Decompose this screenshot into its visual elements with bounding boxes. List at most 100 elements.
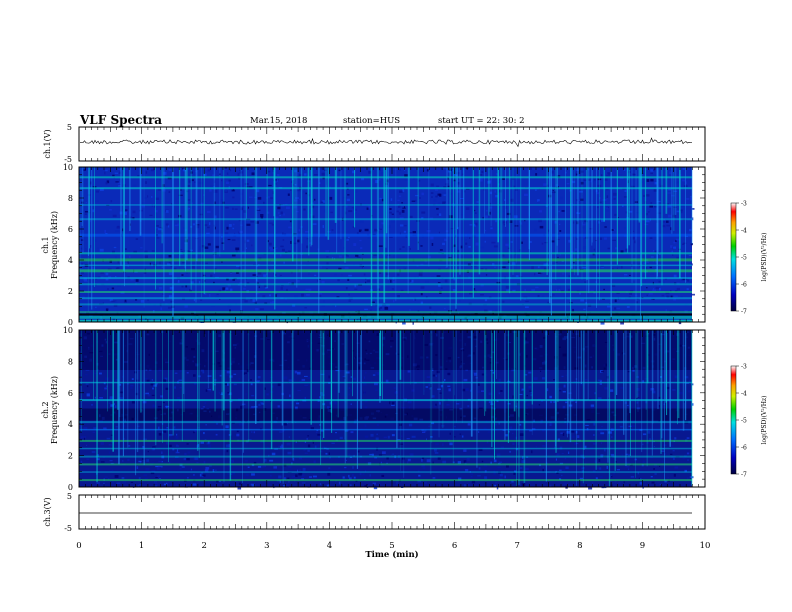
spectrogram-cell: [616, 469, 620, 471]
spectrogram-cell: [373, 486, 378, 490]
spectrogram-cell: [538, 219, 542, 223]
spectrogram-cell: [465, 207, 470, 210]
spectrogram-cell: [524, 193, 528, 196]
spectrogram-cell: [610, 484, 613, 488]
spectrogram-burst: [449, 167, 451, 220]
spectrogram-cell: [230, 473, 233, 475]
spectrogram-cell: [115, 426, 118, 428]
spectrogram-cell: [491, 378, 495, 382]
spectrogram-cell: [325, 452, 328, 455]
spectrogram-cell: [237, 172, 240, 176]
spectrogram-cell: [587, 484, 589, 486]
spectrogram-cell: [303, 449, 306, 451]
spectrogram-cell: [480, 294, 484, 296]
spectrogram-cell: [432, 477, 436, 479]
spectrogram-cell: [213, 185, 215, 188]
spectrogram-cell: [136, 379, 139, 382]
spectrogram-cell: [363, 382, 367, 386]
spectrogram-cell: [540, 370, 542, 372]
spectrogram-cell: [286, 422, 288, 424]
spectrogram-cell: [270, 216, 272, 219]
spectrogram-cell: [650, 388, 654, 391]
spectrogram-cell: [588, 486, 593, 490]
spectrogram-cell: [393, 255, 397, 258]
spectrogram-cell: [531, 289, 535, 291]
spectrogram-cell: [430, 217, 434, 220]
spectrogram-burst: [255, 330, 257, 424]
spectrogram-burst: [107, 330, 108, 412]
spectrogram-cell: [203, 460, 206, 464]
spectrogram-burst: [570, 167, 572, 321]
spectrogram-cell: [307, 435, 309, 437]
spectrogram-cell: [531, 450, 533, 454]
spectrogram-cell: [513, 185, 516, 188]
spectrogram-cell: [86, 458, 90, 460]
spectrogram-cell: [81, 201, 84, 204]
spectrogram-cell: [260, 216, 264, 219]
spectrogram-cell: [267, 240, 269, 243]
spectrogram-cell: [660, 267, 664, 270]
spectrogram-cell: [109, 260, 112, 263]
spectrogram-cell: [144, 255, 148, 258]
spectrogram-cell: [542, 466, 544, 469]
spectrogram-cell: [619, 425, 623, 428]
spectrogram-cell: [194, 238, 199, 240]
spectrogram-cell: [168, 295, 173, 299]
spectrogram-cell: [617, 217, 619, 219]
spectrogram-cell: [477, 475, 481, 477]
spectrogram-cell: [204, 280, 206, 282]
spectrogram-cell: [564, 457, 567, 460]
spectrogram-cell: [143, 429, 145, 432]
spectrogram-cell: [337, 456, 341, 458]
spectrogram-cell: [387, 435, 390, 439]
spectrogram-cell: [306, 438, 308, 440]
spectrogram-cell: [331, 229, 334, 231]
spectrogram-cell: [497, 466, 501, 468]
spectrogram-cell: [373, 253, 377, 257]
spectrogram-cell: [367, 235, 372, 239]
spectrogram-burst: [631, 167, 633, 283]
spectrogram-cell: [562, 272, 564, 275]
spectrogram-band: [79, 264, 692, 267]
spectrogram-cell: [687, 477, 689, 480]
spectrogram-burst: [140, 330, 142, 413]
spectrogram-cell: [659, 388, 662, 391]
spectrogram-cell: [218, 392, 220, 394]
spectrogram-cell: [428, 383, 433, 387]
spectrogram-cell: [498, 461, 502, 463]
spectrogram-burst: [635, 330, 636, 478]
spectrogram-cell: [106, 437, 110, 440]
spectrogram-cell: [524, 374, 528, 376]
spectrogram-cell: [205, 242, 208, 244]
spectrogram-burst: [497, 167, 499, 243]
spectrogram-cell: [646, 266, 648, 270]
spectrogram-cell: [227, 392, 230, 394]
spectrogram-cell: [375, 437, 379, 440]
spectrogram-cell: [264, 201, 268, 204]
spectrogram-cell: [221, 242, 225, 244]
spectrogram-cell: [537, 201, 541, 203]
spectrogram-cell: [213, 224, 215, 227]
spectrogram-cell: [108, 451, 110, 454]
spectrogram-cell: [560, 196, 563, 200]
spectrogram-cell: [374, 457, 378, 459]
spectrogram-burst: [168, 330, 169, 463]
spectrogram-burst: [652, 330, 654, 424]
spectrogram-cell: [448, 215, 453, 219]
spectrogram-burst: [383, 167, 386, 303]
spectrogram-cell: [628, 425, 632, 427]
spectrogram-cell: [562, 391, 566, 393]
spectrogram-cell: [637, 398, 641, 400]
spectrogram-cell: [176, 449, 179, 452]
spectrogram-cell: [603, 288, 605, 291]
spectrogram-cell: [214, 201, 216, 205]
spectrogram-cell: [680, 209, 683, 212]
spectrogram-cell: [611, 436, 613, 438]
spectrogram-cell: [634, 240, 636, 244]
spectrogram-cell: [301, 293, 304, 297]
spectrogram-cell: [204, 439, 207, 441]
spectrogram-cell: [628, 210, 633, 213]
spectrogram-cell: [691, 263, 693, 266]
spectrogram-burst: [490, 167, 492, 227]
spectrogram-cell: [596, 192, 600, 195]
